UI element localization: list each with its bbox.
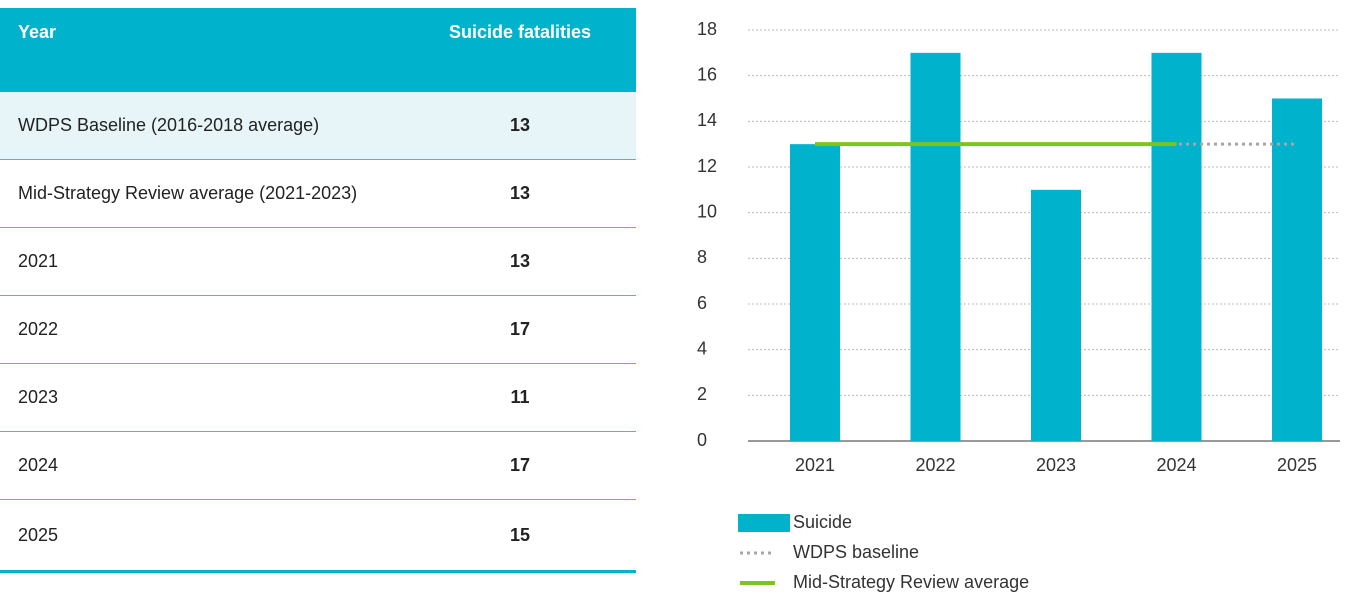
row-label: WDPS Baseline (2016-2018 average) [0, 92, 404, 160]
row-value: 17 [403, 295, 636, 364]
row-label: 2021 [0, 227, 404, 296]
row-value: 11 [403, 363, 636, 432]
y-tick-label: 14 [697, 110, 717, 130]
legend-label: Suicide [793, 512, 852, 532]
y-tick-label: 12 [697, 156, 717, 176]
x-tick-label: 2025 [1277, 455, 1317, 475]
row-label: Mid-Strategy Review average (2021-2023) [0, 159, 404, 228]
table-row: 2025 15 [0, 499, 636, 573]
row-value: 13 [403, 227, 636, 296]
table-row: 2024 17 [0, 431, 636, 500]
table-row: 2023 11 [0, 363, 636, 432]
table-row: Mid-Strategy Review average (2021-2023) 1… [0, 159, 636, 228]
row-label: 2023 [0, 363, 404, 432]
y-tick-label: 6 [697, 293, 707, 313]
legend-swatch [738, 514, 790, 532]
y-tick-label: 16 [697, 64, 717, 84]
x-tick-label: 2022 [915, 455, 955, 475]
row-label: 2025 [0, 499, 404, 573]
row-label: 2022 [0, 295, 404, 364]
row-value: 17 [403, 431, 636, 500]
y-tick-label: 18 [697, 19, 717, 39]
table-row: 2021 13 [0, 227, 636, 296]
y-tick-label: 0 [697, 430, 707, 450]
table-header: Year Suicide fatalities [0, 8, 636, 92]
bar [1272, 98, 1322, 441]
row-label: 2024 [0, 431, 404, 500]
bar [910, 52, 961, 441]
legend-label: WDPS baseline [793, 542, 919, 562]
y-tick-label: 2 [697, 384, 707, 404]
x-tick-label: 2021 [795, 455, 835, 475]
y-tick-label: 10 [697, 201, 717, 221]
row-value: 13 [403, 159, 636, 228]
bar [1031, 189, 1081, 441]
bar [790, 144, 840, 441]
table-row: WDPS Baseline (2016-2018 average) 13 [0, 92, 636, 160]
header-cell: Year [0, 8, 404, 92]
x-tick-label: 2023 [1036, 455, 1076, 475]
y-tick-label: 4 [697, 338, 707, 358]
table-row: 2022 17 [0, 295, 636, 364]
row-value: 15 [403, 499, 636, 573]
header-cell: Suicide fatalities [403, 8, 636, 92]
bar [1151, 52, 1202, 441]
y-tick-label: 8 [697, 247, 707, 267]
data-table: Year Suicide fatalities WDPS Baseline (2… [0, 8, 636, 573]
row-value: 13 [403, 92, 636, 160]
x-tick-label: 2024 [1156, 455, 1196, 475]
legend-label: Mid-Strategy Review average [793, 572, 1029, 592]
table-body: WDPS Baseline (2016-2018 average) 13 Mid-S… [0, 92, 636, 573]
